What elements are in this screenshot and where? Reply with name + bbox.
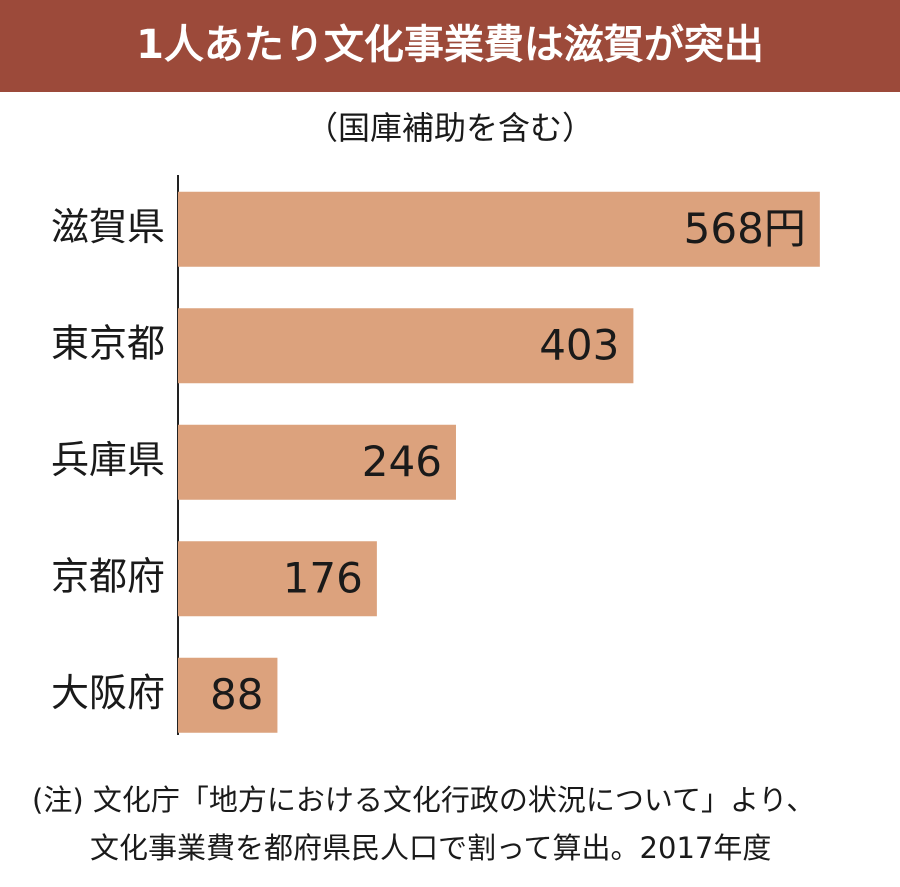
chart-title: 1人あたり文化事業費は滋賀が突出 (136, 22, 764, 68)
value-label: 403 (539, 320, 619, 369)
category-label: 大阪府 (51, 671, 165, 715)
bar (178, 424, 456, 500)
value-label: 88 (210, 670, 263, 719)
title-band (0, 0, 900, 92)
bar (178, 541, 377, 617)
category-label: 京都府 (51, 554, 165, 598)
category-label: 滋賀県 (51, 205, 165, 249)
bar (178, 308, 634, 384)
value-label: 568円 (684, 204, 806, 253)
bar (178, 657, 278, 733)
value-label: 176 (283, 553, 363, 602)
bar (178, 191, 820, 267)
category-label: 兵庫県 (51, 438, 165, 482)
category-label: 東京都 (51, 321, 165, 365)
note: 文化事業費を都府県民人口で割って算出。2017年度 (90, 831, 771, 865)
chart-subtitle: （国庫補助を含む） (306, 109, 594, 147)
value-label: 246 (362, 437, 442, 486)
note: (注) 文化庁「地方における文化行政の状況について」より、 (32, 783, 815, 817)
